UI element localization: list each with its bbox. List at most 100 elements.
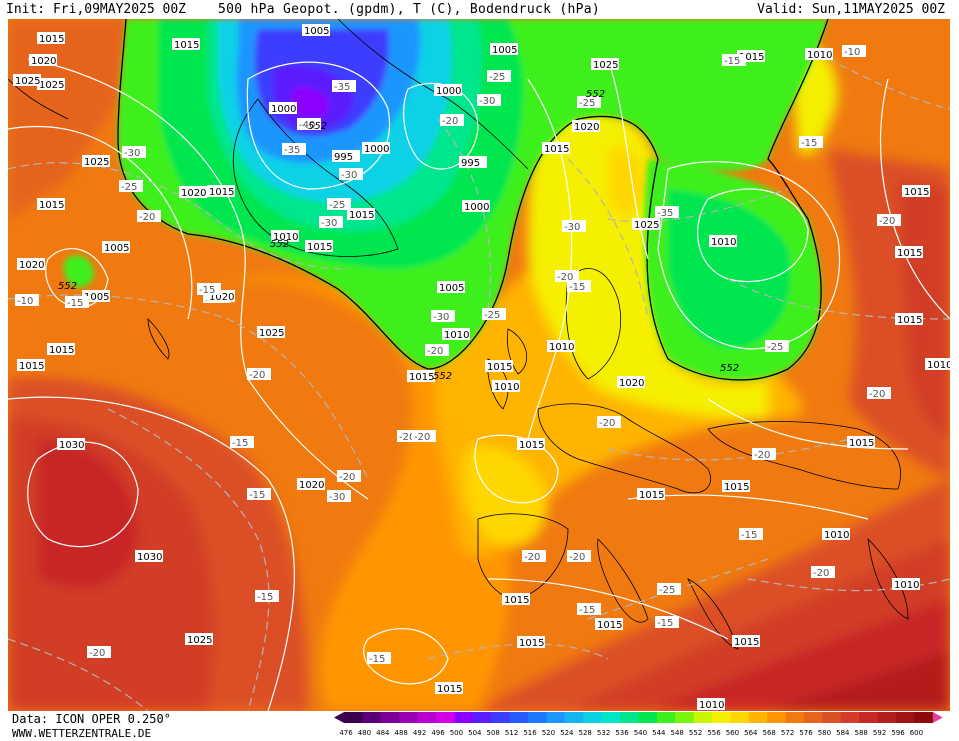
geopotential-552-label: 552 bbox=[308, 121, 327, 132]
colorbar-label: 540 bbox=[633, 729, 648, 737]
isobars bbox=[8, 58, 950, 711]
colorbar-label: 596 bbox=[891, 729, 905, 737]
isotherm-label: -30 bbox=[477, 94, 501, 107]
svg-text:1015: 1015 bbox=[174, 40, 199, 51]
svg-text:-30: -30 bbox=[433, 312, 449, 323]
isobar-label: 1020 bbox=[572, 120, 600, 133]
svg-text:1020: 1020 bbox=[209, 292, 234, 303]
svg-text:1010: 1010 bbox=[494, 382, 519, 393]
colorbar-cell bbox=[583, 712, 603, 723]
svg-text:1005: 1005 bbox=[84, 292, 109, 303]
svg-text:-20: -20 bbox=[249, 370, 265, 381]
isobar-label: 1010 bbox=[709, 235, 737, 248]
isotherm-label: -30 bbox=[562, 220, 586, 233]
isotherm-label: -10 bbox=[15, 294, 39, 307]
svg-text:1020: 1020 bbox=[574, 122, 599, 133]
isobar-label: 1020 bbox=[17, 258, 45, 271]
svg-text:-25: -25 bbox=[484, 310, 500, 321]
isotherm-label: -20 bbox=[440, 114, 464, 127]
svg-text:1020: 1020 bbox=[299, 480, 324, 491]
svg-text:1015: 1015 bbox=[49, 345, 74, 356]
svg-text:1025: 1025 bbox=[15, 76, 40, 87]
isobar-label: 1005 bbox=[302, 24, 330, 37]
colorbar-cell bbox=[436, 712, 455, 723]
isobar-label: 1030 bbox=[57, 438, 85, 451]
colorbar-cell bbox=[656, 712, 676, 723]
svg-text:-15: -15 bbox=[199, 285, 215, 296]
colorbar-cell bbox=[620, 712, 639, 723]
isobar-label: 995 bbox=[332, 150, 360, 163]
isobar-label: 1015 bbox=[637, 488, 665, 501]
colorbar-cell bbox=[399, 712, 419, 723]
isotherm-label: -35 bbox=[282, 143, 306, 156]
isotherm-label: -25 bbox=[765, 340, 789, 353]
svg-text:1015: 1015 bbox=[597, 620, 622, 631]
isobar-label: 1015 bbox=[595, 618, 623, 631]
colorbar-label: 520 bbox=[541, 729, 556, 737]
isotherm-label: -30 bbox=[319, 216, 343, 229]
colorbar-label: 536 bbox=[615, 729, 629, 737]
colorbar-cell bbox=[528, 712, 547, 723]
svg-text:1015: 1015 bbox=[39, 34, 64, 45]
isotherm-label: -15 bbox=[739, 528, 763, 541]
colorbar-label: 572 bbox=[780, 729, 795, 737]
isotherm-label: -20 bbox=[425, 344, 449, 357]
svg-text:1015: 1015 bbox=[487, 362, 512, 373]
colorbar-label: 588 bbox=[854, 729, 868, 737]
colorbar-cell bbox=[454, 712, 474, 723]
isobar-label: 1005 bbox=[490, 43, 518, 56]
colorbar-cell bbox=[491, 712, 511, 723]
colorbar-cell bbox=[804, 712, 823, 723]
svg-text:1010: 1010 bbox=[444, 330, 469, 341]
colorbar-label: 576 bbox=[799, 729, 813, 737]
isotherm-label: -15 bbox=[367, 652, 391, 665]
isotherm-label: -40 bbox=[297, 118, 321, 131]
svg-text:1020: 1020 bbox=[619, 378, 644, 389]
svg-text:-20: -20 bbox=[139, 212, 155, 223]
isobar-label: 1025 bbox=[591, 58, 619, 71]
isobar-label: 1015 bbox=[37, 198, 65, 211]
isotherm-label: -25 bbox=[119, 180, 143, 193]
isobar-label: 1025 bbox=[632, 218, 660, 231]
svg-text:1025: 1025 bbox=[593, 60, 618, 71]
isobar-label: 1015 bbox=[732, 635, 760, 648]
weather-map: 1015 1020 1025 1015 1005 1000 995 1000 1005 1000 9… bbox=[8, 19, 950, 711]
isobar-label: 1005 bbox=[437, 281, 465, 294]
svg-text:-10: -10 bbox=[844, 47, 860, 58]
svg-text:1000: 1000 bbox=[271, 104, 296, 115]
svg-text:-35: -35 bbox=[284, 145, 300, 156]
svg-text:1010: 1010 bbox=[927, 360, 950, 371]
svg-text:-20: -20 bbox=[869, 389, 885, 400]
svg-text:1015: 1015 bbox=[724, 482, 749, 493]
colorbar-cell bbox=[822, 712, 842, 723]
svg-text:-15: -15 bbox=[257, 592, 273, 603]
colorbar-cell bbox=[380, 712, 400, 723]
isobar-label: 1025 bbox=[185, 633, 213, 646]
svg-text:-30: -30 bbox=[329, 492, 345, 503]
colorbar-cell bbox=[675, 712, 695, 723]
isobar-label: 1025 bbox=[257, 326, 285, 339]
isobar-label: 1005 bbox=[102, 241, 130, 254]
svg-text:-15: -15 bbox=[741, 530, 757, 541]
colorbar-label: 512 bbox=[504, 729, 519, 737]
svg-text:1010: 1010 bbox=[824, 530, 849, 541]
colorbar-cell bbox=[877, 712, 897, 723]
colorbar-label: 484 bbox=[376, 729, 390, 737]
svg-text:1010: 1010 bbox=[894, 580, 919, 591]
isobar-label: 1010 bbox=[697, 698, 725, 711]
svg-text:-20: -20 bbox=[813, 568, 829, 579]
isobar-label: 1015 bbox=[305, 240, 333, 253]
isotherm-label: -15 bbox=[230, 436, 254, 449]
colorbar-label: 488 bbox=[394, 729, 408, 737]
svg-text:-25: -25 bbox=[489, 72, 505, 83]
isobar-label: 1010 bbox=[547, 340, 575, 353]
isotherm-label: -20 bbox=[867, 387, 891, 400]
svg-text:-15: -15 bbox=[67, 298, 83, 309]
colorbar-cell bbox=[767, 712, 787, 723]
svg-text:-35: -35 bbox=[334, 82, 350, 93]
svg-text:1015: 1015 bbox=[209, 187, 234, 198]
svg-text:1010: 1010 bbox=[549, 342, 574, 353]
svg-text:-20: -20 bbox=[89, 648, 105, 659]
svg-text:1015: 1015 bbox=[739, 52, 764, 63]
colorbar-cell bbox=[362, 712, 382, 723]
